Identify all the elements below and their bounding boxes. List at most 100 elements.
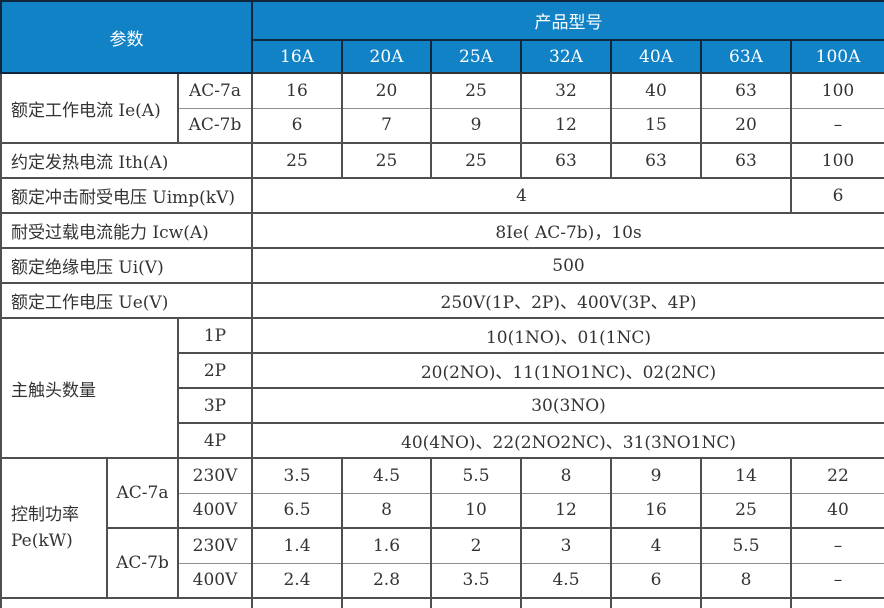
sub-label-3p: 3P	[177, 387, 253, 424]
value-cell: 100	[790, 142, 884, 179]
sub-label-ac7b: AC-7b	[177, 107, 253, 144]
stub-cell	[610, 597, 702, 608]
value-cell: 25	[430, 142, 522, 179]
sub-label-pe-ac7b: AC-7b	[106, 527, 179, 599]
stub-cell	[790, 597, 884, 608]
stub-cell	[341, 597, 432, 608]
value-cell: –	[790, 527, 884, 564]
stub-cell	[700, 597, 792, 608]
row-ue: 额定工作电压 Ue(V) 250V(1P、2P)、400V(3P、4P)	[0, 282, 884, 319]
value-cell: 20	[341, 72, 432, 109]
value-cell: 2.8	[341, 562, 432, 599]
value-cell-merged: 10(1NO)、01(1NC)	[251, 317, 884, 354]
sub-label-1p: 1P	[177, 317, 253, 354]
value-cell-merged: 250V(1P、2P)、400V(3P、4P)	[251, 282, 884, 319]
value-cell-merged: 8Ie( AC-7b)，10s	[251, 212, 884, 249]
stub-cell	[520, 597, 612, 608]
value-cell: 5.5	[430, 457, 522, 494]
value-cell: 10	[430, 492, 522, 529]
sub-label-2p: 2P	[177, 352, 253, 389]
value-cell: 22	[790, 457, 884, 494]
value-cell: 1.6	[341, 527, 432, 564]
value-cell: 63	[700, 142, 792, 179]
row-pe-ac7b-400v: 400V 2.4 2.8 3.5 4.5 6 8 –	[1, 562, 884, 599]
value-cell: 63	[520, 142, 612, 179]
value-cell: 25	[430, 72, 522, 109]
row-label-pe: 控制功率 Pe(kW)	[0, 457, 108, 599]
value-cell: 8	[520, 457, 612, 494]
row-ie-ac7b: AC-7b 6 7 9 12 15 20 –	[1, 107, 884, 144]
value-cell: 25	[700, 492, 792, 529]
value-cell: 3.5	[430, 562, 522, 599]
model-header-cell: 16A	[251, 39, 343, 74]
value-cell: 3.5	[251, 457, 343, 494]
value-cell: 4.5	[520, 562, 612, 599]
model-header-cell: 100A	[790, 39, 884, 74]
value-cell: 12	[520, 107, 612, 144]
sub-label-ac7a: AC-7a	[177, 72, 253, 109]
value-cell: 2	[430, 527, 522, 564]
model-header-cell: 40A	[610, 39, 702, 74]
row-partial-cutoff	[0, 597, 884, 608]
param-header-cell: 参数	[0, 0, 253, 74]
row-label-contacts: 主触头数量	[0, 317, 179, 459]
value-cell: 6.5	[251, 492, 343, 529]
value-cell: 7	[341, 107, 432, 144]
model-header-cell: 63A	[700, 39, 792, 74]
value-cell: 20	[700, 107, 792, 144]
value-cell-merged: 30(3NO)	[251, 387, 884, 424]
row-label-icw: 耐受过载电流能力 Icw(A)	[0, 212, 253, 249]
row-label-ue: 额定工作电压 Ue(V)	[0, 282, 253, 319]
value-cell: 12	[520, 492, 612, 529]
row-contacts-4p: 4P 40(4NO)、22(2NO2NC)、31(3NO1NC)	[1, 422, 884, 459]
sub-label-400v: 400V	[177, 492, 253, 529]
model-header-cell: 32A	[520, 39, 612, 74]
stub-cell	[0, 597, 253, 608]
value-cell: –	[790, 107, 884, 144]
row-ie-ac7a: 额定工作电流 Ie(A) AC-7a 16 20 25 32 40 63 100	[0, 72, 884, 144]
value-cell: 5.5	[700, 527, 792, 564]
row-label-ui: 额定绝缘电压 Ui(V)	[0, 247, 253, 284]
sub-label-230v: 230V	[177, 457, 253, 494]
value-cell: 6	[790, 177, 884, 214]
value-cell: 15	[610, 107, 702, 144]
stub-cell	[251, 597, 343, 608]
value-cell-merged: 20(2NO)、11(1NO1NC)、02(2NC)	[251, 352, 884, 389]
row-contacts-3p: 3P 30(3NO)	[1, 387, 884, 424]
header-row-1: 参数 产品型号	[0, 0, 884, 74]
value-cell: 40	[610, 72, 702, 109]
row-label-uimp: 额定冲击耐受电压 Uimp(kV)	[0, 177, 253, 214]
value-cell: 9	[430, 107, 522, 144]
row-label-ie: 额定工作电流 Ie(A)	[0, 72, 179, 144]
value-cell: 6	[610, 562, 702, 599]
sub-label-4p: 4P	[177, 422, 253, 459]
value-cell: 25	[251, 142, 343, 179]
row-pe-ac7a-400v: 400V 6.5 8 10 12 16 25 40	[1, 492, 884, 529]
row-ith: 约定发热电流 Ith(A) 25 25 25 63 63 63 100	[0, 142, 884, 179]
product-model-header-cell: 产品型号	[251, 0, 884, 41]
value-cell-merged: 500	[251, 247, 884, 284]
sub-label-400v: 400V	[177, 562, 253, 599]
value-cell: 4	[610, 527, 702, 564]
value-cell: 16	[610, 492, 702, 529]
value-cell: 100	[790, 72, 884, 109]
value-cell: 63	[610, 142, 702, 179]
value-cell: 32	[520, 72, 612, 109]
model-header-cell: 25A	[430, 39, 522, 74]
value-cell: 6	[251, 107, 343, 144]
header-row-2: 16A 20A 25A 32A 40A 63A 100A	[1, 39, 884, 74]
value-cell: –	[790, 562, 884, 599]
value-cell: 14	[700, 457, 792, 494]
value-cell: 3	[520, 527, 612, 564]
row-icw: 耐受过载电流能力 Icw(A) 8Ie( AC-7b)，10s	[0, 212, 884, 249]
row-contacts-2p: 2P 20(2NO)、11(1NO1NC)、02(2NC)	[1, 352, 884, 389]
value-cell: 1.4	[251, 527, 343, 564]
row-ui: 额定绝缘电压 Ui(V) 500	[0, 247, 884, 284]
value-cell: 40	[790, 492, 884, 529]
value-cell: 8	[341, 492, 432, 529]
value-cell: 25	[341, 142, 432, 179]
value-cell: 8	[700, 562, 792, 599]
row-contacts-1p: 主触头数量 1P 10(1NO)、01(1NC)	[0, 317, 884, 459]
